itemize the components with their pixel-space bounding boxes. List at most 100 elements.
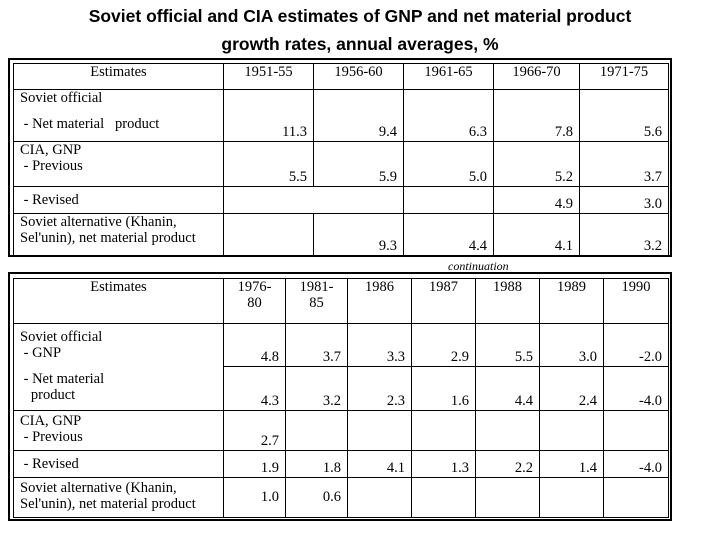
table-cell: 4.4 — [475, 366, 540, 411]
row-label: Soviet official - GNP — [13, 323, 224, 367]
row-label-line: CIA, GNP — [20, 413, 82, 429]
table-cell: 4.8 — [223, 323, 286, 367]
header-cell: 1966-70 — [493, 63, 580, 90]
table-cell: 2.2 — [475, 450, 540, 478]
table-cell — [223, 213, 314, 256]
table-cell: -4.0 — [603, 450, 669, 478]
header-cell: 1951-55 — [223, 63, 314, 90]
table-cell — [475, 410, 540, 451]
row-label-line: product — [20, 386, 76, 403]
table-2-frame: Estimates 1976- 80 1981- 85 1986 1987 19… — [8, 272, 672, 521]
table-cell: 1.9 — [223, 450, 286, 478]
table-cell: 2.7 — [223, 410, 286, 451]
row-label: Soviet alternative (Khanin, Sel'unin), n… — [13, 477, 224, 518]
table-cell — [539, 477, 604, 518]
table-cell: 3.7 — [285, 323, 348, 367]
table-cell: 4.1 — [347, 450, 412, 478]
row-label-line: Soviet alternative (Khanin, — [20, 214, 177, 231]
header-cell: 1990 — [603, 278, 669, 324]
table-cell: 5.6 — [579, 89, 669, 142]
row-label-line: - Previous — [20, 158, 83, 174]
row-label-line: Sel'unin), net material product — [20, 496, 196, 512]
table-cell: 4.4 — [403, 213, 494, 256]
table-cell: 5.5 — [223, 141, 314, 187]
table-cell: 3.0 — [539, 323, 604, 367]
estimates-table-1976-1990: Estimates 1976- 80 1981- 85 1986 1987 19… — [13, 278, 669, 518]
row-label-line: Soviet official — [20, 90, 103, 107]
header-cell: Estimates — [13, 278, 224, 324]
table-cell: 4.3 — [223, 366, 286, 411]
table-cell: 4.9 — [493, 186, 580, 214]
row-label: - Revised — [13, 450, 224, 478]
table-row: Soviet official - GNP 4.8 3.7 3.3 2.9 5.… — [13, 323, 669, 367]
row-label: Soviet official - Net material product — [13, 89, 224, 142]
header-cell: Estimates — [13, 63, 224, 90]
table-cell: 2.3 — [347, 366, 412, 411]
table-cell — [347, 410, 412, 451]
table-cell: 2.4 — [539, 366, 604, 411]
table-cell: 3.2 — [285, 366, 348, 411]
table-cell — [403, 186, 494, 214]
table-cell: -4.0 — [603, 366, 669, 411]
header-cell: 1981- 85 — [285, 278, 348, 324]
row-label-line: - Net material product — [20, 116, 160, 132]
header-cell: 1956-60 — [313, 63, 404, 90]
row-label: - Revised — [13, 186, 224, 214]
header-cell: 1971-75 — [579, 63, 669, 90]
title-line-2: growth rates, annual averages, % — [221, 34, 499, 54]
table-cell — [475, 477, 540, 518]
estimates-table-1951-1975: Estimates 1951-55 1956-60 1961-65 1966-7… — [13, 63, 669, 256]
table-cell: 0.6 — [285, 477, 348, 518]
page-title: Soviet official and CIA estimates of GNP… — [0, 2, 720, 58]
row-label-line: Sel'unin), net material product — [20, 230, 196, 246]
header-cell: 1989 — [539, 278, 604, 324]
table-cell — [603, 410, 669, 451]
table-cell: 4.1 — [493, 213, 580, 256]
table-row: - Net material product 4.3 3.2 2.3 1.6 4… — [13, 366, 669, 411]
table-cell: 9.3 — [313, 213, 404, 256]
table-row: - Revised 4.9 3.0 — [13, 186, 669, 214]
table-row: CIA, GNP - Previous 2.7 — [13, 410, 669, 451]
header-cell: 1988 — [475, 278, 540, 324]
continuation-label: continuation — [448, 259, 509, 273]
title-line-1: Soviet official and CIA estimates of GNP… — [88, 6, 632, 26]
table-row: - Revised 1.9 1.8 4.1 1.3 2.2 1.4 -4.0 — [13, 450, 669, 478]
table-cell: 11.3 — [223, 89, 314, 142]
table-cell: 5.2 — [493, 141, 580, 187]
table-cell: 1.3 — [411, 450, 476, 478]
header-cell: 1976- 80 — [223, 278, 286, 324]
table-cell — [285, 410, 348, 451]
row-label-line: Soviet official — [20, 329, 103, 345]
row-label-line: CIA, GNP — [20, 142, 82, 159]
table-row: CIA, GNP - Previous 5.5 5.9 5.0 5.2 3.7 — [13, 141, 669, 187]
table-cell: 1.6 — [411, 366, 476, 411]
row-label: Soviet alternative (Khanin, Sel'unin), n… — [13, 213, 224, 256]
row-label-line: - GNP — [20, 345, 62, 361]
table-row: Soviet official - Net material product 1… — [13, 89, 669, 142]
table-header-row: Estimates 1976- 80 1981- 85 1986 1987 19… — [13, 278, 669, 324]
table-header-row: Estimates 1951-55 1956-60 1961-65 1966-7… — [13, 63, 669, 90]
table-cell: 3.3 — [347, 323, 412, 367]
table-cell: 7.8 — [493, 89, 580, 142]
table-cell: 9.4 — [313, 89, 404, 142]
table-cell: 5.0 — [403, 141, 494, 187]
row-label: CIA, GNP - Previous — [13, 141, 224, 187]
table-1-frame: Estimates 1951-55 1956-60 1961-65 1966-7… — [8, 58, 672, 257]
row-label-line: Soviet alternative (Khanin, — [20, 480, 177, 496]
table-row: Soviet alternative (Khanin, Sel'unin), n… — [13, 213, 669, 256]
table-cell — [411, 477, 476, 518]
row-label: - Net material product — [13, 366, 224, 411]
table-cell — [539, 410, 604, 451]
row-label: CIA, GNP - Previous — [13, 410, 224, 451]
table-cell: 1.4 — [539, 450, 604, 478]
table-cell: 3.7 — [579, 141, 669, 187]
table-cell — [603, 477, 669, 518]
header-cell: 1987 — [411, 278, 476, 324]
table-cell — [223, 186, 404, 214]
table-cell — [411, 410, 476, 451]
row-label-line: - Previous — [20, 429, 83, 445]
table-cell: 3.0 — [579, 186, 669, 214]
table-cell: 1.8 — [285, 450, 348, 478]
table-cell: -2.0 — [603, 323, 669, 367]
row-label-line: - Net material — [20, 370, 105, 387]
